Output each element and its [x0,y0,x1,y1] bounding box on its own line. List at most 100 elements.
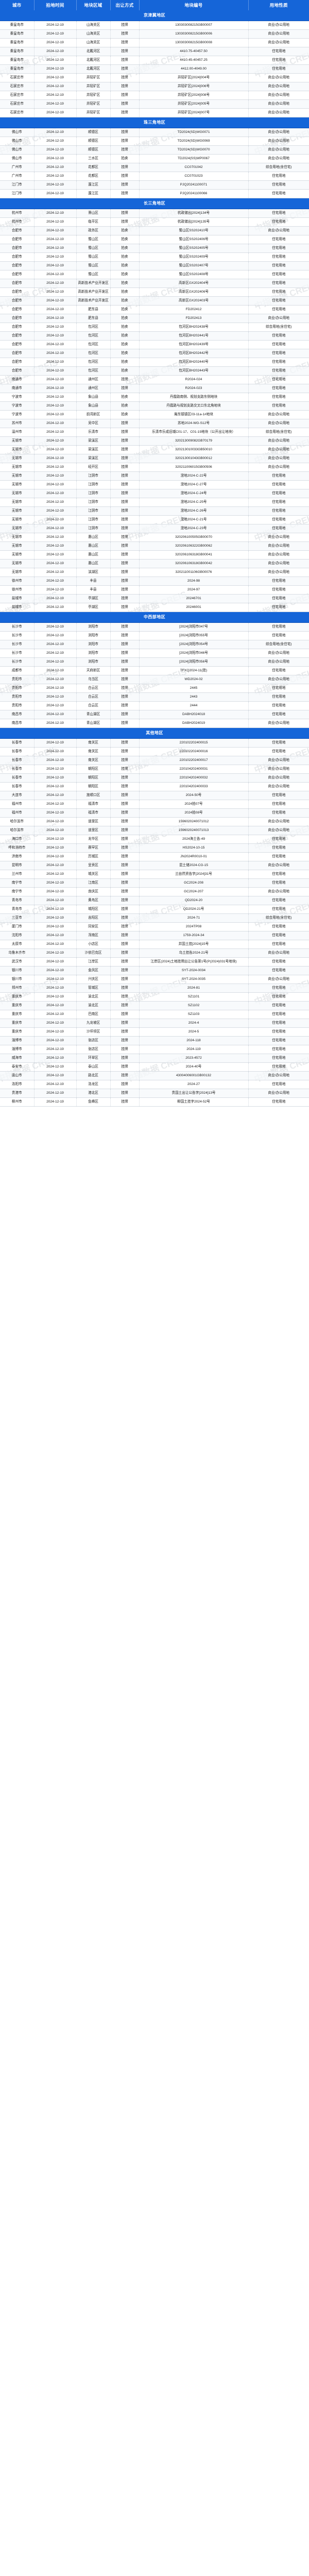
table-row[interactable]: 秦皇岛市 2024-12-19 北戴河区 挂牌 4412.00-4049.00 住宅用地 [0,64,309,74]
table-row[interactable]: 沈阳市 2024-12-19 浑南区 挂牌 1759-2024-34 住宅用地 [0,931,309,941]
table-row[interactable]: 石家庄市 2024-12-19 井陉矿区 挂牌 井陉矿区[2024]004号 商业/办公用… [0,73,309,83]
table-row[interactable]: 秦皇岛市 2024-12-19 山海关区 挂牌 130303008215GB00007 商… [0,21,309,30]
table-row[interactable]: 银川市 2024-12-19 金凤区 挂牌 SYT-2024-0034 住宅用地 [0,966,309,976]
table-row[interactable]: 济南市 2024-12-19 历城区 挂牌 JN2024R0010-01 住宅用地 [0,852,309,862]
table-row[interactable]: 重庆市 2024-12-19 巴南区 挂牌 SZ1103 住宅用地 [0,1010,309,1020]
table-row[interactable]: 佛山市 2024-12-19 三水区 拍卖 TD2024(SS)WP0067 商业/办公用… [0,154,309,164]
table-row[interactable]: 无锡市 2024-12-19 江阴市 挂牌 澄地2024-C-23号 住宅用地 [0,524,309,534]
table-row[interactable]: 贵阳市 2024-12-19 白云区 挂牌 2445 住宅用地 [0,684,309,693]
table-row[interactable]: 淄博市 2024-12-19 张店区 挂牌 2024-118 住宅用地 [0,1036,309,1046]
table-row[interactable]: 武汉市 2024-12-19 江岸区 挂牌 江岸区(2024)土地挂牌出让公告第1号(P… [0,957,309,967]
table-row[interactable]: 太原市 2024-12-19 小店区 挂牌 并国土挂[2024]15号 住宅用地 [0,940,309,950]
table-row[interactable]: 无锡市 2024-12-19 梁溪区 挂牌 320213010033GB50010 商业/… [0,445,309,455]
table-row[interactable]: 重庆市 2024-12-19 渝北区 挂牌 SZ1102 住宅用地 [0,1001,309,1011]
table-row[interactable]: 江门市 2024-12-19 蓬江区 挂牌 PJQ20241100066 住宅用地 [0,189,309,199]
table-row[interactable]: 合肥市 2024-12-19 蜀山区 拍卖 蜀山区SS202407号 住宅用地 [0,261,309,271]
table-row[interactable]: 石家庄市 2024-12-19 井陉矿区 挂牌 井陉矿区[2024]005号 商业/办公用… [0,99,309,109]
table-row[interactable]: 盐城市 2024-12-19 亭湖区 挂牌 20246701 住宅用地 [0,594,309,604]
table-row[interactable]: 石家庄市 2024-12-19 井陉矿区 挂牌 井陉矿区[2024]008号 商业/办公用… [0,91,309,100]
table-row[interactable]: 南通市 2024-12-19 通州区 挂牌 R2024-023 住宅用地 [0,384,309,394]
table-row[interactable]: 青岛市 2024-12-19 城阳区 挂牌 QD2024-21号 住宅用地 [0,905,309,914]
table-row[interactable]: 无锡市 2024-12-19 经开区 挂牌 320211006015GB00506 商业/… [0,463,309,472]
table-row[interactable]: 温州市 2024-12-19 乐清市 挂牌 乐清市乐成旧城C01-17、C01-19地块… [0,428,309,437]
table-row[interactable]: 合肥市 2024-12-19 包河区 拍卖 包河区BH202439号 住宅用地 [0,340,309,350]
table-row[interactable]: 长沙市 2024-12-19 浏阳市 挂牌 [2024]浏阳市056号 商业/办公用地 [0,657,309,667]
table-row[interactable]: 合肥市 2024-12-19 包河区 拍卖 包河区BH202442号 住宅用地 [0,349,309,359]
table-row[interactable]: 江门市 2024-12-19 蓬江区 挂牌 PJQ20241100071 住宅用地 [0,180,309,190]
table-row[interactable]: 盐城市 2024-12-19 亭湖区 挂牌 20246001 住宅用地 [0,603,309,613]
table-row[interactable]: 徐州市 2024-12-19 丰县 挂牌 2024-97 住宅用地 [0,585,309,595]
table-row[interactable]: 哈尔滨市 2024-12-19 道里区 挂牌 1596020240071012 商业/办公… [0,817,309,827]
table-row[interactable]: 贵阳市 2024-12-19 白云区 挂牌 2443 住宅用地 [0,692,309,702]
table-row[interactable]: 柳州市 2024-12-19 鱼峰区 挂牌 柳国土挂字2024-52号 住宅用地 [0,1097,309,1107]
table-row[interactable]: 合肥市 2024-12-19 包河区 拍卖 包河区BH202440号 住宅用地 [0,358,309,367]
table-row[interactable]: 无锡市 2024-12-19 滨湖区 挂牌 320211001106GB00076 商业/… [0,568,309,578]
table-row[interactable]: 杭州市 2024-12-19 临平区 挂牌 杭政储出[2024]135号 住宅用地 [0,217,309,227]
table-row[interactable]: 重庆市 2024-12-19 渝北区 挂牌 SZ1101 住宅用地 [0,992,309,1002]
table-row[interactable]: 长春市 2024-12-19 朝阳区 挂牌 220104202400033 商业/办公用地 [0,782,309,792]
table-row[interactable]: 贵阳市 2024-12-19 白云区 挂牌 2444 住宅用地 [0,701,309,711]
table-row[interactable]: 无锡市 2024-12-19 惠山区 挂牌 320206100505GB00070 商业/… [0,533,309,543]
table-row[interactable]: 威海市 2024-12-19 环翠区 挂牌 2023-4572 住宅用地 [0,1054,309,1063]
table-row[interactable]: 广州市 2024-12-19 花都区 挂牌 CC0701023 住宅用地 [0,172,309,181]
table-row[interactable]: 石家庄市 2024-12-19 井陉矿区 挂牌 井陉矿区[2024]007号 商业/办公用… [0,108,309,118]
table-row[interactable]: 无锡市 2024-12-19 惠山区 挂牌 320206106318GB00042 商业/… [0,559,309,569]
table-row[interactable]: 无锡市 2024-12-19 惠山区 挂牌 320206106318GB00041 商业/… [0,550,309,560]
table-row[interactable]: 南昌市 2024-12-19 青山湖区 挂牌 DABH2024018 住宅用地 [0,710,309,720]
table-row[interactable]: 合肥市 2024-12-19 肥东县 拍卖 FD202413 商业/办公用地 [0,314,309,324]
table-row[interactable]: 秦皇岛市 2024-12-19 山海关区 挂牌 130303008215GB00008 商… [0,38,309,48]
table-row[interactable]: 合肥市 2024-12-19 包河区 拍卖 包河区BH202441号 住宅用地 [0,331,309,341]
table-row[interactable]: 长沙市 2024-12-19 浏阳市 挂牌 [2024]浏阳市046号 商业/办公用地 [0,649,309,658]
table-row[interactable]: 南宁市 2024-12-19 江南区 挂牌 GC2024-208 住宅用地 [0,878,309,888]
table-row[interactable]: 南通市 2024-12-19 通州区 挂牌 R2024-024 住宅用地 [0,375,309,385]
table-row[interactable]: 乌鲁木齐市 2024-12-19 沙依巴克区 挂牌 乌土挂告2024-21号 商业/办公用… [0,948,309,958]
table-row[interactable]: 秦皇岛市 2024-12-19 山海关区 挂牌 130303008215GB00006 商… [0,29,309,39]
table-row[interactable]: 海口市 2024-12-19 龙华区 挂牌 2024海土告-49 住宅用地 [0,835,309,844]
table-row[interactable]: 重庆市 2024-12-19 九龙坡区 挂牌 2024-4 住宅用地 [0,1019,309,1028]
table-row[interactable]: 佛山市 2024-12-19 顺德区 挂牌 TD2024(SD)WG0070 商业/办公用… [0,145,309,155]
table-row[interactable]: 无锡市 2024-12-19 江阴市 挂牌 澄地2024-C-22号 住宅用地 [0,471,309,481]
table-row[interactable]: 长春市 2024-12-19 南关区 挂牌 220102202400015 住宅用地 [0,738,309,748]
table-row[interactable]: 洛阳市 2024-12-19 洛龙区 挂牌 2024-27 住宅用地 [0,1080,309,1090]
table-row[interactable]: 佛山市 2024-12-19 顺德区 挂牌 TD2024(SD)WG0071 商业/办公用… [0,128,309,138]
table-row[interactable]: 淄博市 2024-12-19 张店区 挂牌 2024-119 住宅用地 [0,1045,309,1055]
table-row[interactable]: 无锡市 2024-12-19 江阴市 挂牌 澄地2024-C-25号 住宅用地 [0,498,309,507]
table-row[interactable]: 长春市 2024-12-19 南关区 挂牌 220102202400017 商业/办公用地 [0,756,309,766]
table-row[interactable]: 厦门市 2024-12-19 同安区 挂牌 2024TP08 住宅用地 [0,922,309,932]
table-row[interactable]: 昆明市 2024-12-19 呈贡区 挂牌 昆土储2024-CG-15 商业/办公用地 [0,861,309,871]
table-row[interactable]: 重庆市 2024-12-19 沙坪坝区 挂牌 2024-5 住宅用地 [0,1027,309,1037]
table-row[interactable]: 成都市 2024-12-19 天府新区 挂牌 TFXQ2024-11(挂) 住宅用地 [0,666,309,676]
table-row[interactable]: 无锡市 2024-12-19 梁溪区 挂牌 320213001043GB00012 商业/… [0,454,309,464]
table-row[interactable]: 石家庄市 2024-12-19 井陉矿区 挂牌 井陉矿区[2024]006号 商业/办公用… [0,82,309,92]
table-row[interactable]: 无锡市 2024-12-19 江阴市 挂牌 澄地2024-C-27号 住宅用地 [0,480,309,490]
table-row[interactable]: 杭州市 2024-12-19 萧山区 挂牌 杭政储出[2024]134号 住宅用地 [0,209,309,218]
table-row[interactable]: 长沙市 2024-12-19 浏阳市 挂牌 [2024]浏阳市055号 住宅用地 [0,631,309,641]
table-row[interactable]: 苏州市 2024-12-19 吴中区 挂牌 苏地2024-WG-S12号 商业/办公用地 [0,419,309,429]
table-row[interactable]: 合肥市 2024-12-19 高新技术产业开发区 拍卖 高新区GX202404号 住宅用地 [0,279,309,289]
table-row[interactable]: 长春市 2024-12-19 南关区 挂牌 220102202400016 住宅用地 [0,747,309,757]
table-row[interactable]: 大连市 2024-12-19 旅顺口区 挂牌 2024-50号 住宅用地 [0,791,309,801]
table-row[interactable]: 宁波市 2024-12-19 象山县 拍卖 丹霞路南侧、规划支路东侧地块 住宅用地 [0,393,309,402]
table-row[interactable]: 合肥市 2024-12-19 肥东县 拍卖 FD202412 住宅用地 [0,305,309,315]
table-row[interactable]: 无锡市 2024-12-19 江阴市 挂牌 澄地2024-C-21号 住宅用地 [0,515,309,525]
table-row[interactable]: 郑州市 2024-12-19 管城区 挂牌 2024-81 住宅用地 [0,984,309,993]
table-row[interactable]: 唐山市 2024-12-19 路北区 挂牌 43004006001GB00132 商业/办… [0,1071,309,1081]
table-row[interactable]: 南昌市 2024-12-19 青山湖区 挂牌 DABH2024019 商业/办公用地 [0,719,309,728]
table-row[interactable]: 银川市 2024-12-19 兴庆区 挂牌 SYT-2024-0035 商业/办公用地 [0,975,309,985]
table-row[interactable]: 无锡市 2024-12-19 惠山区 挂牌 320206106322GB00062 商业/… [0,541,309,551]
table-row[interactable]: 福州市 2024-12-19 福清市 挂牌 2024拍08号 住宅用地 [0,808,309,818]
table-row[interactable]: 福州市 2024-12-19 福清市 挂牌 2024拍07号 住宅用地 [0,800,309,809]
table-row[interactable]: 无锡市 2024-12-19 江阴市 挂牌 澄地2024-C-24号 住宅用地 [0,489,309,499]
table-row[interactable]: 宁波市 2024-12-19 前湾新区 拍卖 庵东镇镇区03-11a-1#地块 商业/办公… [0,410,309,420]
table-row[interactable]: 长春市 2024-12-19 朝阳区 挂牌 220104202400031 商业/办公用地 [0,765,309,774]
table-row[interactable]: 宁波市 2024-12-19 象山县 拍卖 丹霞路与规划支路交叉口东北角地块 住宅用地 [0,401,309,411]
table-row[interactable]: 佛山市 2024-12-19 顺德区 挂牌 TD2024(SD)WG0069 商业/办公用… [0,137,309,146]
table-row[interactable]: 合肥市 2024-12-19 政务区 拍卖 蜀山区SS202410号 商业/办公用地 [0,226,309,236]
table-row[interactable]: 合肥市 2024-12-19 蜀山区 拍卖 蜀山区SS202408号 住宅用地 [0,270,309,280]
table-row[interactable]: 徐州市 2024-12-19 丰县 挂牌 2024-98 住宅用地 [0,577,309,586]
table-row[interactable]: 贵阳市 2024-12-19 乌当区 挂牌 WD2024-02 商业/办公用地 [0,675,309,685]
table-row[interactable]: 长沙市 2024-12-19 浏阳市 挂牌 [2024]浏阳市054号 综合用地(含住宅) [0,640,309,650]
table-row[interactable]: 秦皇岛市 2024-12-19 北戴河区 挂牌 4410.45-40457.25 住宅用地 [0,56,309,65]
table-row[interactable]: 长春市 2024-12-19 朝阳区 挂牌 220104202400032 商业/办公用地 [0,773,309,783]
table-row[interactable]: 兰州市 2024-12-19 城关区 挂牌 兰自然资告字[2024]31号 住宅用地 [0,870,309,879]
